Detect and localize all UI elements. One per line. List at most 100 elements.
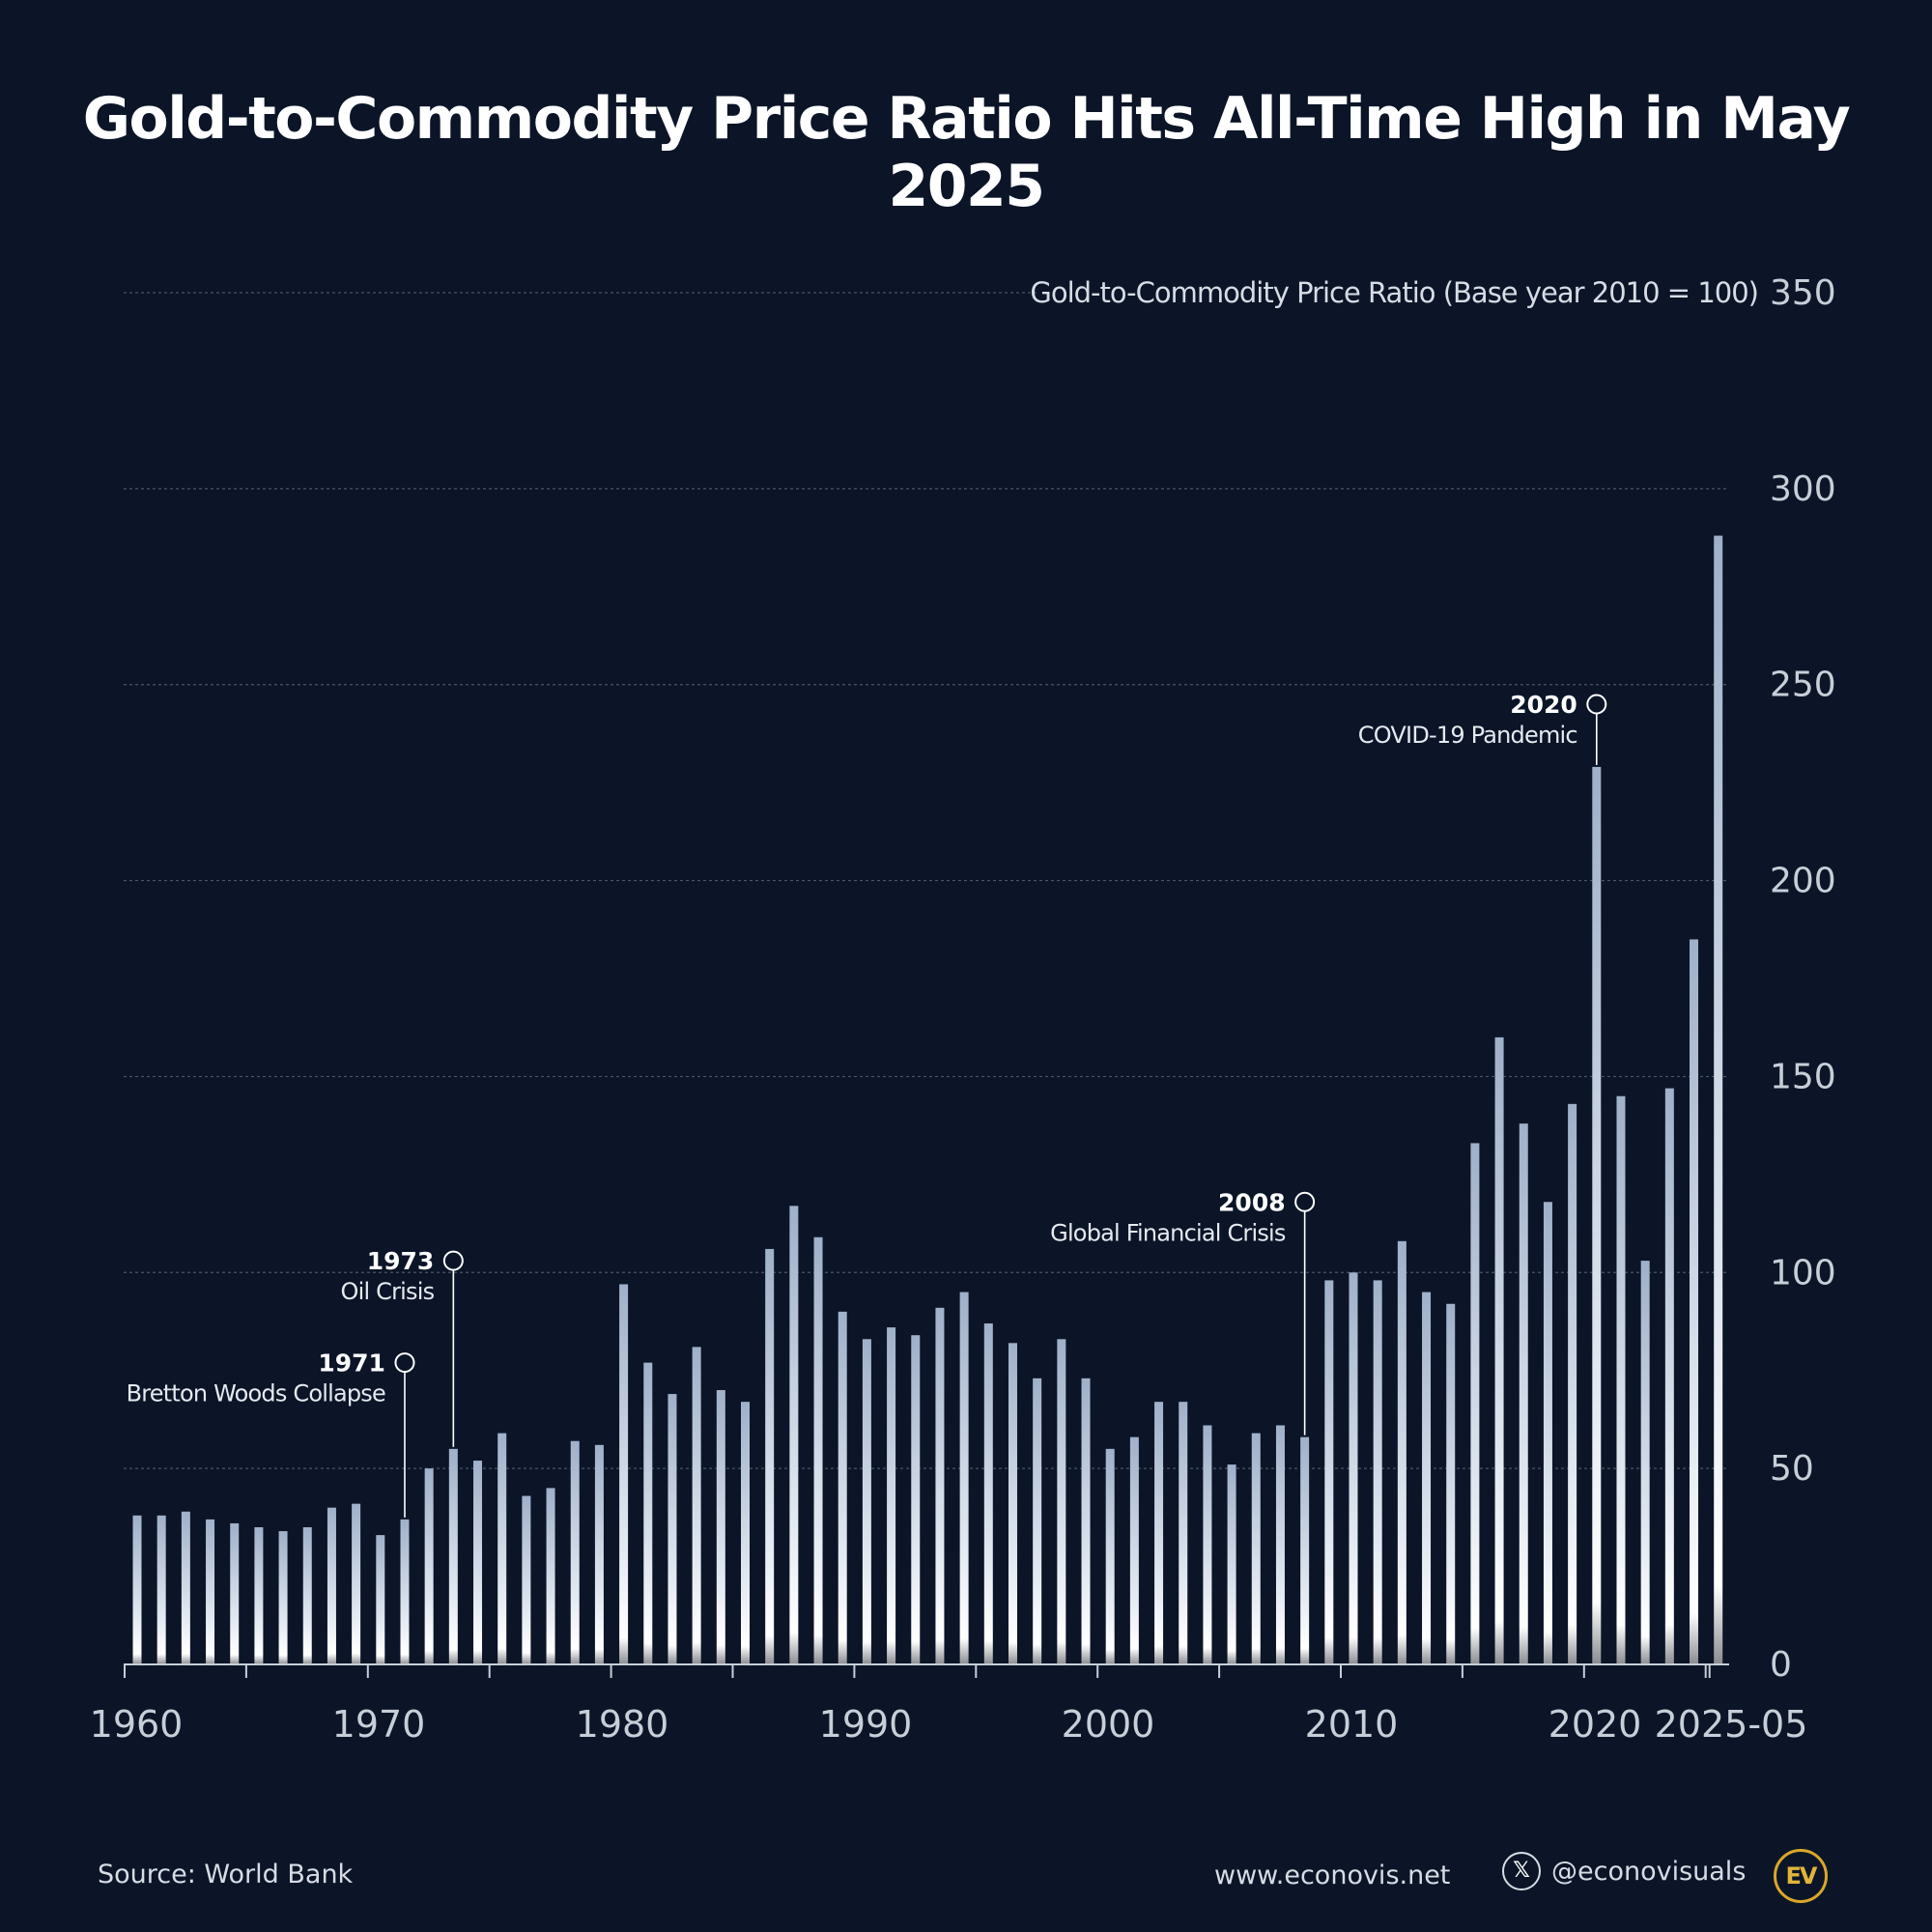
annotation-label: Oil Crisis [341, 1278, 435, 1305]
x-logo-icon[interactable]: 𝕏 [1502, 1852, 1541, 1890]
bar-2006[interactable] [1251, 1433, 1261, 1664]
bar-chart: 1960 1970 1980 1990 2000 2010 2020 2025-05 0 50 1… [90, 273, 1836, 1746]
bar-1966[interactable] [278, 1531, 288, 1664]
bar-1983[interactable] [692, 1347, 701, 1664]
y-axis-label: Gold-to-Commodity Price Ratio (Base year… [1030, 276, 1758, 309]
bar-1969[interactable] [352, 1503, 361, 1664]
bar-2019[interactable] [1568, 1103, 1577, 1664]
bar-2023[interactable] [1664, 1088, 1674, 1664]
bar-1973[interactable] [448, 1448, 458, 1664]
bar-2004[interactable] [1203, 1425, 1212, 1664]
bar-2002[interactable] [1154, 1402, 1164, 1664]
bar-1984[interactable] [716, 1390, 725, 1664]
econovis-logo: EV [1774, 1849, 1828, 1903]
bar-1994[interactable] [959, 1292, 969, 1664]
bar-1960[interactable] [132, 1515, 142, 1664]
annotation-year: 1971 [318, 1350, 385, 1378]
bar-1993[interactable] [935, 1307, 945, 1664]
bar-2024[interactable] [1690, 939, 1699, 1664]
y-axis-ticks: 0 50 100 150 200 250 300 350 [1770, 273, 1836, 1685]
x-tick-label: 2010 [1305, 1703, 1399, 1746]
bar-1975[interactable] [497, 1433, 507, 1664]
bar-1965[interactable] [254, 1527, 264, 1664]
bar-2022[interactable] [1640, 1261, 1650, 1664]
bar-1999[interactable] [1081, 1378, 1091, 1664]
bar-1990[interactable] [862, 1339, 871, 1664]
bar-1982[interactable] [668, 1394, 677, 1664]
bar-2007[interactable] [1275, 1425, 1285, 1664]
bar-2000[interactable] [1105, 1448, 1115, 1664]
bar-1985[interactable] [741, 1402, 750, 1664]
bar-2009[interactable] [1324, 1280, 1334, 1664]
bar-2018[interactable] [1543, 1202, 1552, 1664]
bar-2016[interactable] [1494, 1037, 1504, 1664]
x-tick-label: 2025-05 [1655, 1703, 1808, 1746]
bar-1981[interactable] [643, 1362, 653, 1664]
bar-1996[interactable] [1008, 1343, 1017, 1664]
annotation-2008: 2008 Global Financial Crisis [1050, 1188, 1316, 1435]
bar-1972[interactable] [424, 1468, 434, 1664]
bar-2013[interactable] [1422, 1292, 1432, 1664]
website-link[interactable]: www.econovis.net [1214, 1861, 1451, 1890]
y-tick-label: 250 [1770, 666, 1836, 705]
bar-1968[interactable] [327, 1507, 336, 1664]
bar-1986[interactable] [765, 1248, 775, 1664]
bar-2014[interactable] [1446, 1303, 1456, 1664]
social-handle[interactable]: @econovisuals [1551, 1857, 1747, 1887]
bar-2010[interactable] [1349, 1272, 1358, 1664]
x-tick-label: 1990 [819, 1703, 913, 1746]
annotation-marker[interactable] [1586, 694, 1607, 715]
bar-1964[interactable] [230, 1522, 240, 1664]
annotation-label: COVID-19 Pandemic [1358, 722, 1577, 749]
y-tick-label: 150 [1770, 1057, 1836, 1096]
bar-1976[interactable] [522, 1495, 531, 1664]
y-tick-label: 0 [1770, 1645, 1792, 1685]
bar-1978[interactable] [570, 1440, 580, 1664]
bar-1967[interactable] [302, 1527, 312, 1664]
y-tick-label: 50 [1770, 1449, 1814, 1489]
bar-2020[interactable] [1592, 766, 1602, 1664]
y-tick-label: 100 [1770, 1253, 1836, 1293]
bar-2015[interactable] [1470, 1143, 1480, 1664]
bar-2025-05[interactable] [1714, 535, 1723, 1664]
x-tick-label: 2020 [1548, 1703, 1642, 1746]
bar-2008[interactable] [1300, 1436, 1310, 1664]
bar-1963[interactable] [206, 1519, 215, 1664]
bar-1988[interactable] [813, 1236, 823, 1664]
source-note: Source: World Bank [98, 1860, 354, 1889]
bar-1980[interactable] [619, 1284, 629, 1664]
annotation-1973: 1973 Oil Crisis [341, 1247, 464, 1447]
bar-1995[interactable] [983, 1323, 993, 1664]
bar-1961[interactable] [156, 1515, 166, 1664]
bar-1977[interactable] [546, 1488, 555, 1664]
bar-2003[interactable] [1179, 1402, 1188, 1664]
bar-1997[interactable] [1033, 1378, 1042, 1664]
bar-2012[interactable] [1397, 1240, 1406, 1664]
bar-1991[interactable] [887, 1327, 896, 1664]
annotation-marker[interactable] [442, 1250, 464, 1271]
bar-2001[interactable] [1129, 1436, 1139, 1664]
x-tick-label: 2000 [1062, 1703, 1155, 1746]
bar-1970[interactable] [376, 1535, 385, 1664]
bar-1989[interactable] [838, 1311, 847, 1664]
bars [132, 535, 1723, 1664]
x-tick-label: 1960 [90, 1703, 184, 1746]
annotation-year: 1973 [367, 1247, 435, 1275]
annotation-marker[interactable] [394, 1352, 415, 1374]
bar-2011[interactable] [1373, 1280, 1382, 1664]
gridlines [124, 292, 1729, 1469]
bar-2005[interactable] [1227, 1464, 1236, 1664]
bar-2017[interactable] [1519, 1123, 1528, 1664]
x-tick-label: 1980 [576, 1703, 669, 1746]
annotation-marker[interactable] [1294, 1191, 1316, 1212]
bar-1971[interactable] [400, 1519, 410, 1664]
bar-1974[interactable] [473, 1461, 483, 1664]
bar-1987[interactable] [789, 1206, 799, 1664]
bar-1979[interactable] [594, 1444, 604, 1664]
bar-1998[interactable] [1057, 1339, 1066, 1664]
bar-1992[interactable] [911, 1335, 921, 1664]
bar-1962[interactable] [181, 1511, 190, 1664]
bar-2021[interactable] [1616, 1095, 1626, 1664]
